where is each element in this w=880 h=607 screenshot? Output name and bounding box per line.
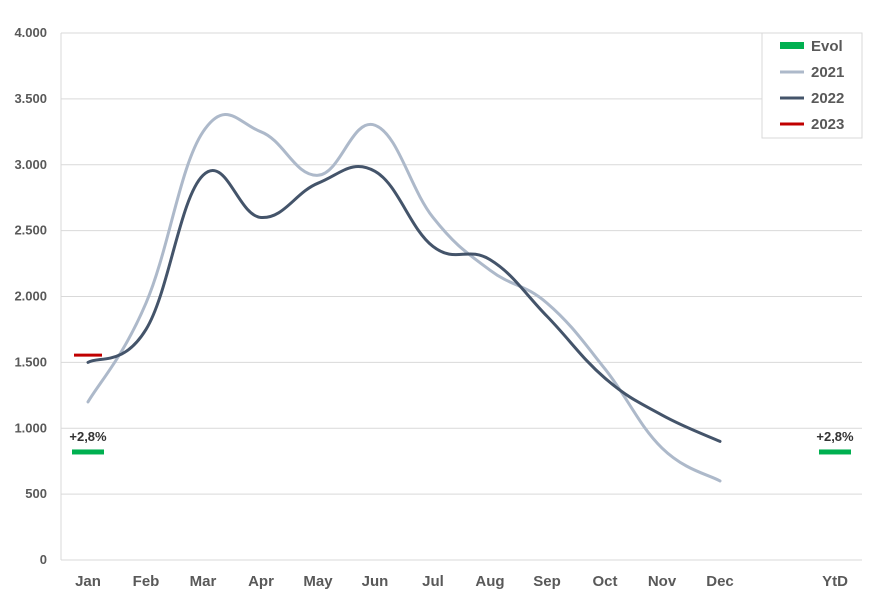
legend-label-2023: 2023 — [811, 116, 844, 133]
x-tick-label: Dec — [706, 573, 734, 590]
x-tick-label: Oct — [592, 573, 617, 590]
x-tick-label: Nov — [648, 573, 677, 590]
y-tick-label: 3.000 — [14, 157, 47, 172]
series-line-2022 — [86, 165, 722, 443]
evol-markers: +2,8% +2,8% — [69, 429, 854, 455]
evol-marker — [819, 449, 851, 455]
legend-box — [761, 32, 863, 139]
grid-lines — [60, 32, 862, 561]
x-tick-label: Sep — [533, 573, 561, 590]
x-tick-label: Aug — [475, 573, 504, 590]
x-tick-label: Jun — [362, 573, 389, 590]
y-tick-label: 500 — [25, 486, 47, 501]
evol-data-label: +2,8% — [69, 429, 107, 444]
y-axis: 0 500 1.000 1.500 2.000 2.500 3.000 3.500 4.000 — [14, 25, 47, 567]
x-tick-label: YtD — [822, 573, 848, 590]
y-tick-label: 3.500 — [14, 91, 47, 106]
y-tick-label: 2.000 — [14, 289, 47, 304]
x-tick-label: Jul — [422, 573, 444, 590]
x-tick-label: Jan — [75, 573, 101, 590]
legend-swatch-evol — [780, 42, 804, 49]
x-axis: Jan Feb Mar Apr May Jun Jul Aug Sep Oct Nov Dec YtD — [75, 573, 848, 590]
y-tick-label: 1.000 — [14, 420, 47, 435]
x-tick-label: May — [303, 573, 333, 590]
y-tick-label: 1.500 — [14, 354, 47, 369]
legend: Evol 2021 2022 2023 — [761, 32, 863, 139]
y-tick-label: 4.000 — [14, 25, 47, 40]
x-tick-label: Feb — [133, 573, 160, 590]
series-line-2021 — [86, 113, 722, 483]
evol-data-label: +2,8% — [816, 429, 854, 444]
y-tick-label: 2.500 — [14, 223, 47, 238]
legend-label-2021: 2021 — [811, 64, 844, 81]
x-tick-label: Mar — [190, 573, 217, 590]
legend-label-2022: 2022 — [811, 90, 844, 107]
evol-marker — [72, 449, 104, 455]
y-tick-label: 0 — [40, 552, 47, 567]
x-tick-label: Apr — [248, 573, 274, 590]
legend-label-evol: Evol — [811, 38, 843, 55]
series-lines — [74, 113, 722, 483]
